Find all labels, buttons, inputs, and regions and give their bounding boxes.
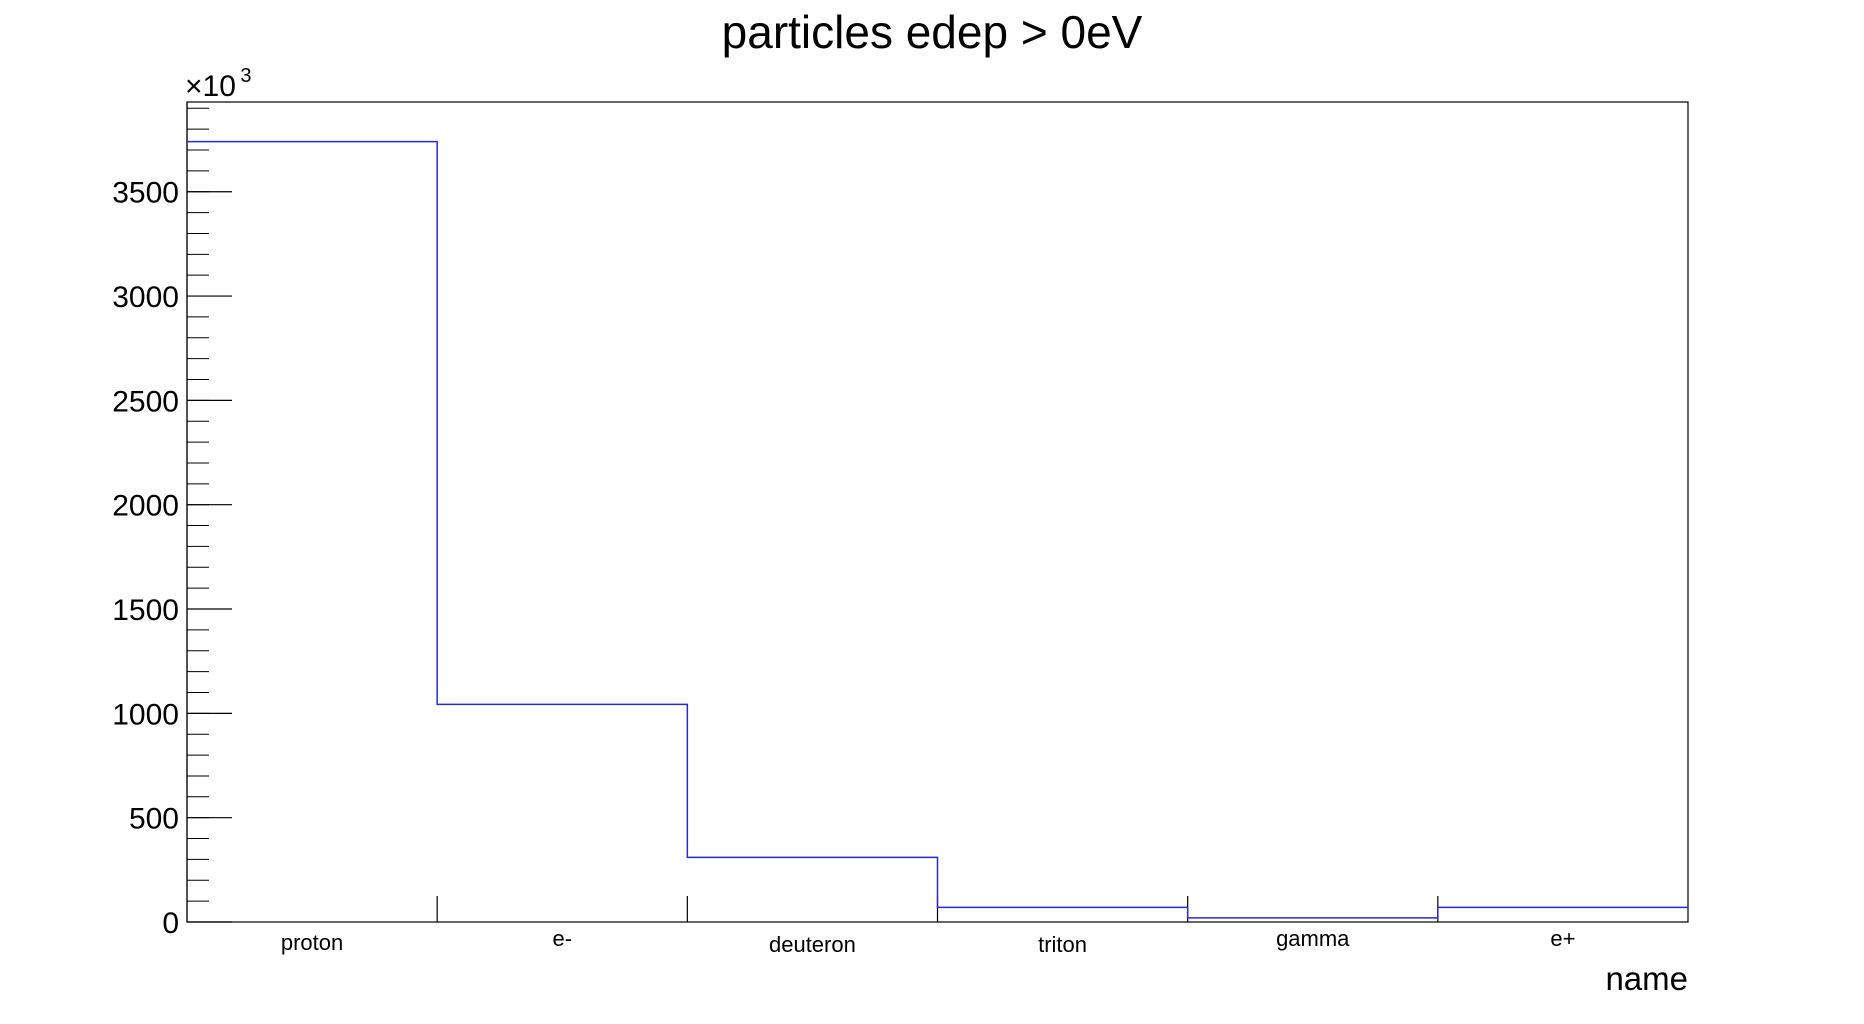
x-category-label: e-	[552, 926, 572, 951]
x-category-label: gamma	[1276, 926, 1350, 951]
y-axis-multiplier-base: ×10	[185, 70, 236, 103]
y-tick-label: 0	[162, 907, 179, 940]
histogram-bar-e-	[437, 704, 687, 922]
histogram-bar-proton	[187, 142, 437, 922]
y-tick-label: 3000	[112, 281, 179, 314]
y-tick-label: 3500	[112, 177, 179, 210]
y-axis: 0 500 1000 1500 2000 2500 3000 3500	[112, 102, 232, 940]
x-axis-label: name	[1605, 960, 1688, 997]
y-axis-multiplier-exponent: 3	[240, 65, 251, 87]
histogram-bar-deuteron	[687, 857, 937, 922]
histogram-bar-gamma	[1188, 918, 1438, 922]
histogram-bar-triton	[938, 907, 1188, 922]
y-tick-label: 1500	[112, 594, 179, 627]
y-tick-label: 2000	[112, 490, 179, 523]
histogram-step-line	[187, 140, 1688, 919]
y-tick-label: 2500	[112, 385, 179, 418]
x-category-label: deuteron	[769, 932, 856, 957]
histogram-series	[187, 140, 1688, 922]
x-category-label: triton	[1038, 932, 1087, 957]
y-axis-multiplier: ×10 3	[185, 65, 251, 103]
chart-title: particles edep > 0eV	[722, 6, 1143, 58]
y-tick-label: 1000	[112, 698, 179, 731]
histogram-bar-e+	[1438, 907, 1688, 922]
x-axis: proton e-deuteron triton gamma e+	[281, 896, 1575, 957]
y-tick-label: 500	[129, 803, 179, 836]
x-category-label: proton	[281, 930, 343, 955]
x-category-label: e+	[1550, 926, 1575, 951]
